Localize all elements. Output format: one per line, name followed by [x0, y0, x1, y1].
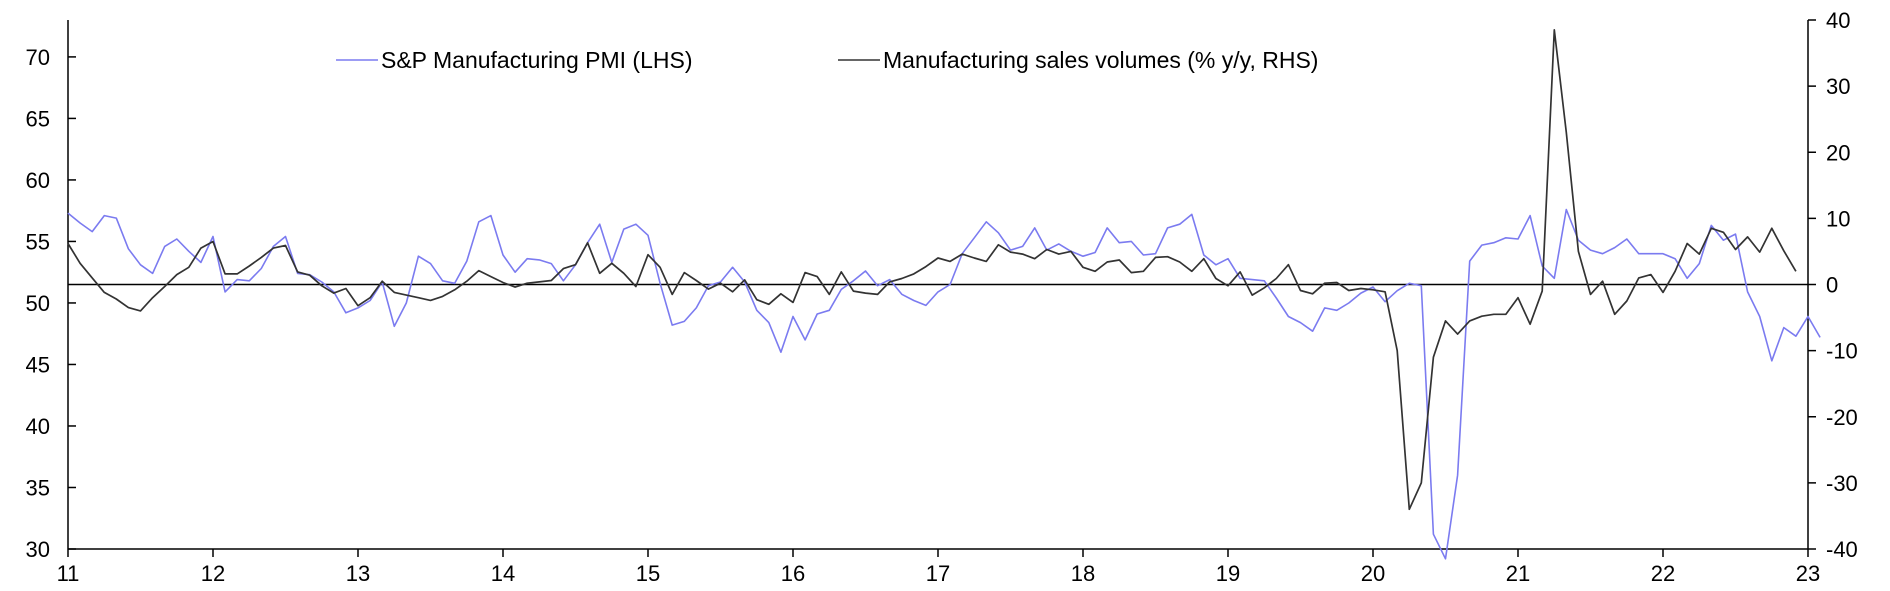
x-tick-label: 11: [57, 561, 80, 586]
right-tick-label: 40: [1826, 8, 1850, 33]
left-tick-label: 35: [26, 475, 50, 500]
x-tick-label: 22: [1651, 561, 1675, 586]
x-tick-label: 18: [1071, 561, 1095, 586]
pmi-series-line: [67, 208, 1821, 560]
right-tick-label: -10: [1826, 339, 1858, 364]
left-tick-label: 70: [26, 45, 50, 70]
left-tick-label: 30: [26, 537, 50, 562]
right-tick-label: -40: [1826, 537, 1858, 562]
right-tick-label: 0: [1826, 273, 1838, 298]
x-tick-label: 21: [1506, 561, 1530, 586]
x-tick-label: 20: [1361, 561, 1385, 586]
left-tick-label: 40: [26, 414, 50, 439]
left-tick-label: 45: [26, 352, 50, 377]
right-tick-label: 20: [1826, 140, 1850, 165]
x-tick-label: 19: [1216, 561, 1240, 586]
x-tick-label: 13: [346, 561, 370, 586]
legend-label-sales: Manufacturing sales volumes (% y/y, RHS): [883, 47, 1318, 73]
legend: S&P Manufacturing PMI (LHS) Manufacturin…: [336, 47, 1318, 73]
sales-volumes-series-line: [67, 29, 1797, 511]
x-tick-label: 17: [926, 561, 950, 586]
legend-label-pmi: S&P Manufacturing PMI (LHS): [381, 47, 692, 73]
left-tick-label: 65: [26, 106, 50, 131]
right-tick-label: -30: [1826, 471, 1858, 496]
x-tick-label: 14: [491, 561, 515, 586]
right-tick-label: 30: [1826, 74, 1850, 99]
left-tick-label: 50: [26, 291, 50, 316]
x-tick-label: 15: [636, 561, 660, 586]
x-tick-label: 23: [1796, 561, 1820, 586]
x-tick-label: 12: [201, 561, 225, 586]
x-axis-ticks: 11 12 13 14 15 16 17 18 19 20 21 22 23: [57, 549, 1820, 586]
left-axis-ticks: 30 35 40 45 50 55 60 65 70: [26, 45, 76, 562]
right-tick-label: -20: [1826, 405, 1858, 430]
left-tick-label: 55: [26, 229, 50, 254]
right-axis-ticks: -40 -30 -20 -10 0 10 20 30 40: [1808, 8, 1858, 562]
series-group: [67, 29, 1821, 560]
right-tick-label: 10: [1826, 206, 1850, 231]
x-tick-label: 16: [781, 561, 805, 586]
left-tick-label: 60: [26, 168, 50, 193]
